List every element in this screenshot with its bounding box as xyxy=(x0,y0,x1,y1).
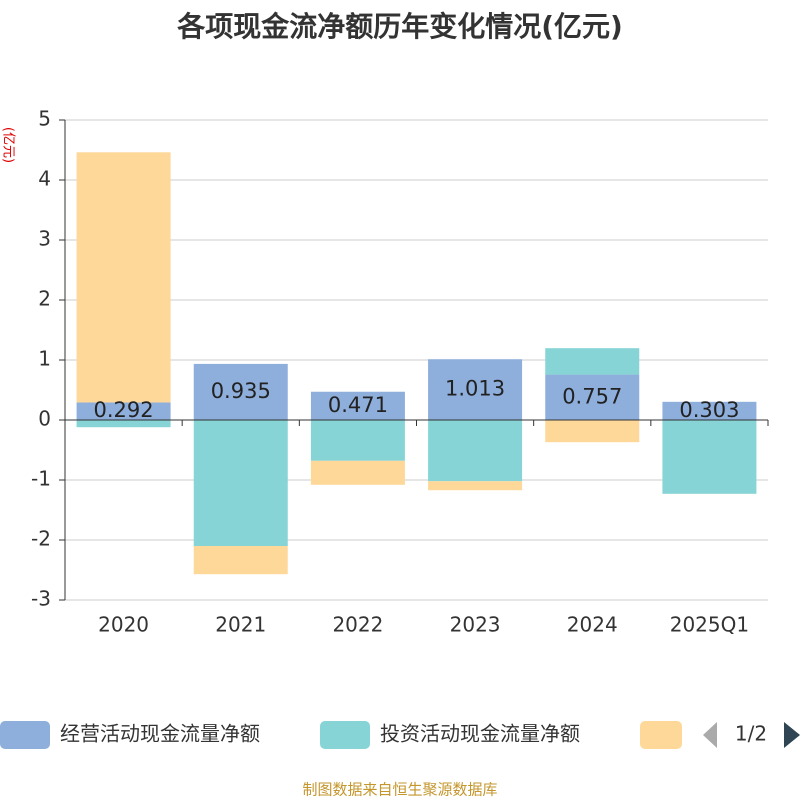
bar xyxy=(545,348,640,375)
legend-prev[interactable] xyxy=(703,722,717,748)
data-label: 0.935 xyxy=(211,379,271,403)
y-axis-label: (亿元) xyxy=(1,127,16,163)
x-tick-label: 2020 xyxy=(98,613,149,637)
y-tick-label: 3 xyxy=(38,227,51,251)
x-tick-label: 2021 xyxy=(215,613,266,637)
legend-next[interactable] xyxy=(784,722,800,748)
bar xyxy=(310,391,405,420)
x-tick-label: 2022 xyxy=(332,613,383,637)
bar xyxy=(662,401,757,420)
y-tick-label: 5 xyxy=(38,107,51,131)
bar xyxy=(662,420,757,494)
y-tick-label: -2 xyxy=(31,527,51,551)
x-tick-label: 2023 xyxy=(450,613,501,637)
bar xyxy=(76,402,171,420)
bar xyxy=(545,374,640,420)
chart-title: 各项现金流净额历年变化情况(亿元) xyxy=(176,10,623,43)
y-tick-label: -3 xyxy=(31,587,51,611)
legend-page: 1/2 xyxy=(735,722,767,746)
data-label: 1.013 xyxy=(445,377,505,401)
bar xyxy=(310,420,405,461)
x-tick-label: 2024 xyxy=(567,613,618,637)
bar xyxy=(193,363,288,420)
y-tick-label: 4 xyxy=(38,167,51,191)
y-tick-label: 1 xyxy=(38,347,51,371)
y-tick-label: 2 xyxy=(38,287,51,311)
bar xyxy=(428,420,523,482)
legend-swatch xyxy=(640,721,682,749)
y-tick-label: 0 xyxy=(38,407,51,431)
bar xyxy=(193,420,288,546)
legend-label: 经营活动现金流量净额 xyxy=(60,722,260,746)
source: 制图数据来自恒生聚源数据库 xyxy=(302,781,497,799)
bar xyxy=(193,546,288,575)
data-label: 0.292 xyxy=(94,398,154,422)
bar xyxy=(310,460,405,485)
data-label: 0.757 xyxy=(562,384,622,408)
bar xyxy=(428,481,523,491)
data-label: 0.303 xyxy=(679,398,739,422)
bar xyxy=(76,420,171,428)
bar xyxy=(428,359,523,420)
legend-label: 投资活动现金流量净额 xyxy=(380,722,580,746)
x-tick-label: 2025Q1 xyxy=(670,613,749,637)
legend-swatch xyxy=(0,721,50,749)
legend-swatch xyxy=(320,721,370,749)
bar xyxy=(76,152,171,403)
y-tick-label: -1 xyxy=(31,467,51,491)
bar xyxy=(545,420,640,443)
data-label: 0.471 xyxy=(328,393,388,417)
